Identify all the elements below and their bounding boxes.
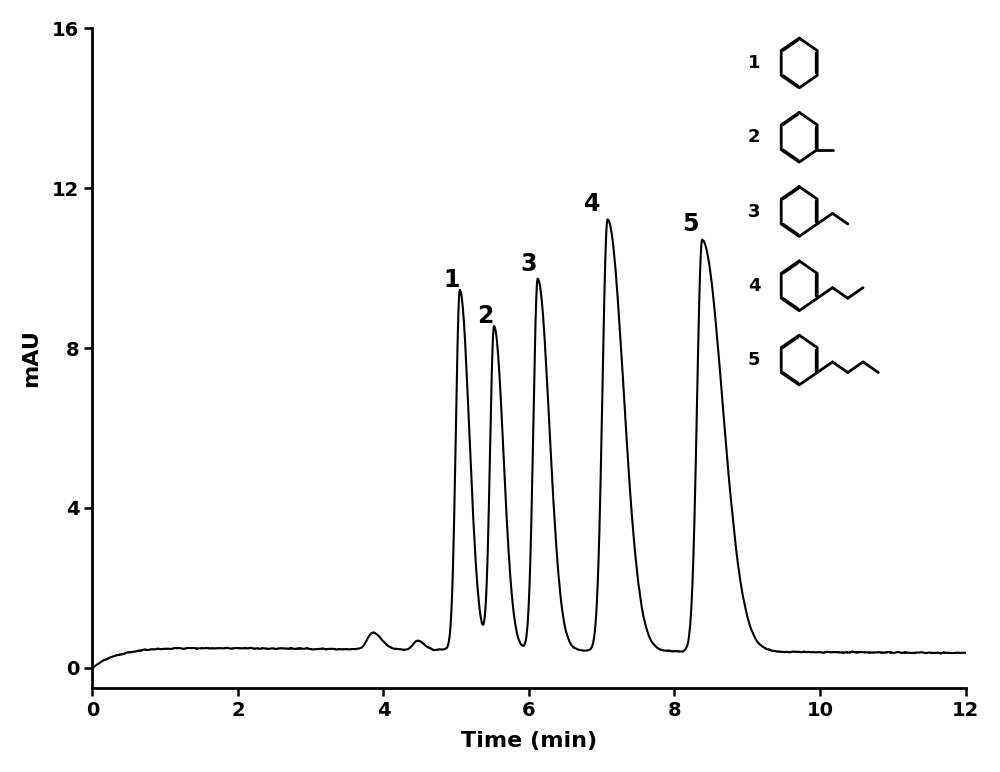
Text: 2: 2 [748, 128, 760, 146]
Text: 1: 1 [748, 54, 760, 72]
X-axis label: Time (min): Time (min) [461, 731, 597, 751]
Text: 3: 3 [748, 202, 760, 221]
Text: 3: 3 [521, 252, 537, 276]
Text: 5: 5 [682, 212, 699, 236]
Text: 2: 2 [477, 304, 493, 328]
Text: 5: 5 [748, 351, 760, 369]
Text: 1: 1 [443, 268, 459, 292]
Text: 4: 4 [584, 192, 600, 216]
Text: 4: 4 [748, 277, 760, 295]
Y-axis label: mAU: mAU [21, 329, 41, 387]
